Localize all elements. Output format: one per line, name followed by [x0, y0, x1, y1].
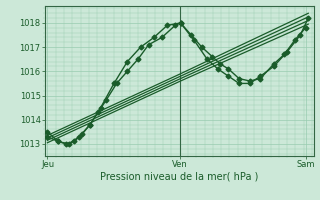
X-axis label: Pression niveau de la mer( hPa ): Pression niveau de la mer( hPa ): [100, 172, 258, 182]
